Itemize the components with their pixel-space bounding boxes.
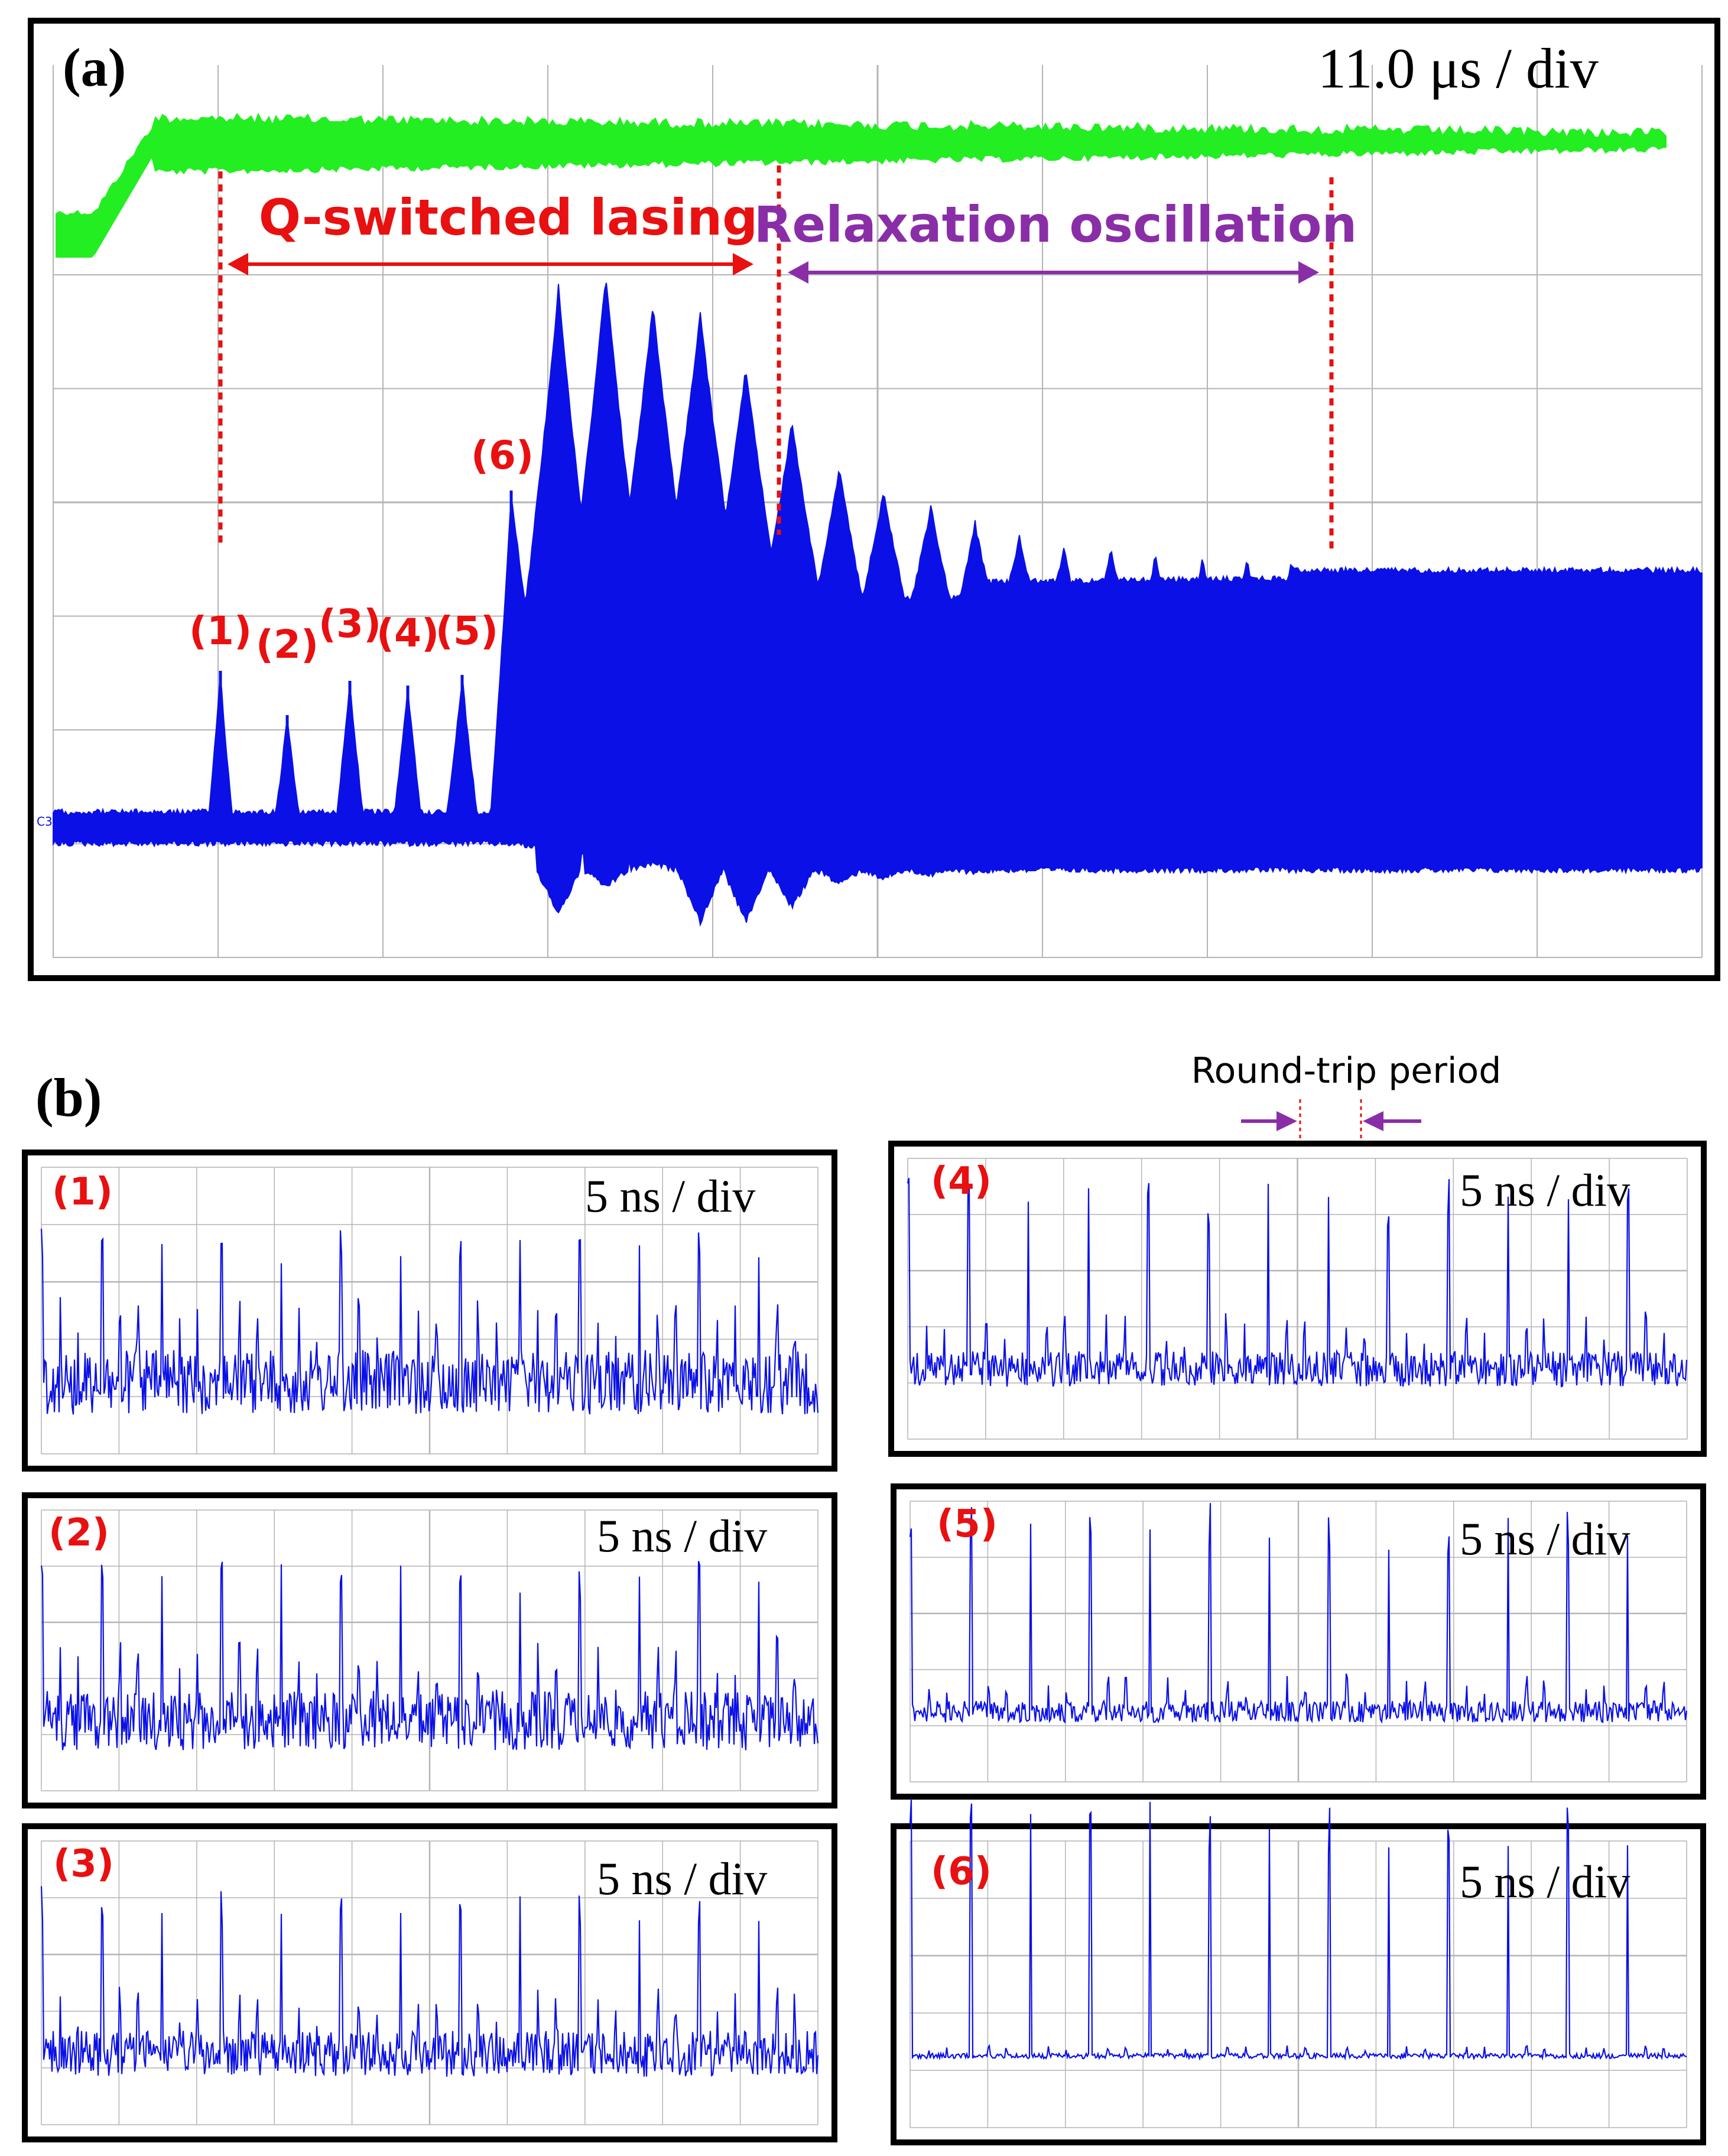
subpanel-2: (2) 5 ns / div (22, 1492, 837, 1808)
subpanel-label-4: (4) (931, 1160, 992, 1203)
subpanel-label-3: (3) (53, 1842, 114, 1886)
relaxation-label: Relaxation oscillation (754, 196, 1357, 254)
subpanel-5: (5) 5 ns / div (891, 1483, 1706, 1800)
blue-trace-band (53, 283, 1703, 927)
pulse-label-2: (2) (256, 622, 319, 667)
q-switched-arrow (228, 253, 753, 275)
subpanel-3: (3) 5 ns / div (22, 1823, 837, 2142)
subpanel-label-5: (5) (937, 1502, 998, 1546)
pulse-label-5: (5) (436, 608, 498, 654)
subpanel-trace (909, 1503, 1688, 1724)
green-trace-band (56, 112, 1667, 258)
subpanel-trace (40, 1561, 819, 1751)
panel-a-timebase: 11.0 μs / div (1318, 37, 1599, 100)
subpanel-trace (40, 1886, 819, 2077)
pulse-label-6: (6) (471, 433, 534, 478)
green-trace (56, 112, 1667, 258)
blue-trace-a (53, 283, 1703, 927)
subpanel-label-6: (6) (931, 1850, 992, 1894)
pulse-label-3: (3) (319, 601, 381, 647)
relaxation-arrow (788, 261, 1319, 284)
panel-a: (a) 11.0 μs / div C3 Q-switched lasing R… (28, 18, 1720, 981)
subpanel-trace (907, 1178, 1688, 1388)
subpanel-trace (40, 1228, 819, 1415)
subpanel-timebase-4: 5 ns / div (1460, 1164, 1630, 1216)
pulse-label-4: (4) (376, 611, 439, 656)
subpanel-label-2: (2) (48, 1511, 109, 1555)
subpanel-6: (6) 5 ns / div (891, 1798, 1706, 2145)
subpanels: (1) 5 ns / div(2) 5 ns / div(3) 5 ns / div(… (22, 1141, 1707, 2145)
q-switched-label: Q-switched lasing (259, 189, 758, 246)
pulse-label-1: (1) (189, 608, 252, 654)
subpanel-timebase-3: 5 ns / div (597, 1853, 767, 1904)
subpanel-trace (909, 1798, 1687, 2061)
subpanel-timebase-5: 5 ns / div (1460, 1513, 1630, 1564)
subpanel-timebase-2: 5 ns / div (597, 1510, 767, 1561)
panel-b-label: (b) (35, 1067, 102, 1128)
round-trip-label: Round-trip period (1191, 1050, 1502, 1092)
subpanel-4: (4) 5 ns / div (888, 1141, 1707, 1457)
panel-a-label: (a) (63, 37, 126, 98)
panel-b: (b) Round-trip period (1) 5 ns / div (2) 5 … (22, 1050, 1707, 2145)
channel-marker: C3 (37, 814, 53, 829)
subpanel-timebase-1: 5 ns / div (585, 1170, 755, 1222)
subpanel-timebase-6: 5 ns / div (1460, 1856, 1630, 1907)
round-trip-arrows (1241, 1099, 1421, 1235)
subpanel-label-1: (1) (52, 1170, 113, 1214)
subpanel-1: (1) 5 ns / div (22, 1150, 837, 1472)
